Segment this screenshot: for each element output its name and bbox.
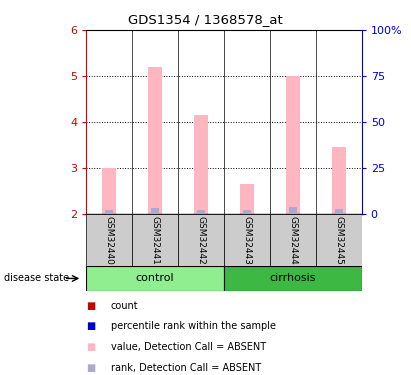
Bar bbox=[243, 210, 251, 214]
Bar bbox=[86, 214, 132, 266]
Bar bbox=[289, 207, 297, 214]
Text: ■: ■ bbox=[86, 301, 96, 310]
Bar bbox=[270, 214, 316, 266]
Bar bbox=[332, 147, 346, 214]
Bar bbox=[148, 67, 162, 214]
Text: GSM32443: GSM32443 bbox=[242, 216, 252, 264]
Text: cirrhosis: cirrhosis bbox=[270, 273, 316, 284]
Text: disease state: disease state bbox=[4, 273, 69, 284]
Bar bbox=[224, 266, 362, 291]
Text: GSM32442: GSM32442 bbox=[196, 216, 206, 264]
Text: rank, Detection Call = ABSENT: rank, Detection Call = ABSENT bbox=[111, 363, 261, 372]
Bar bbox=[197, 210, 205, 214]
Bar bbox=[316, 214, 362, 266]
Bar bbox=[102, 168, 116, 214]
Text: control: control bbox=[136, 273, 174, 284]
Bar bbox=[286, 76, 300, 214]
Text: GSM32440: GSM32440 bbox=[105, 216, 114, 264]
Bar bbox=[132, 214, 178, 266]
Bar bbox=[240, 184, 254, 214]
Text: GSM32441: GSM32441 bbox=[151, 216, 159, 264]
Text: ■: ■ bbox=[86, 342, 96, 352]
Bar bbox=[194, 115, 208, 214]
Text: ■: ■ bbox=[86, 363, 96, 372]
Bar bbox=[224, 214, 270, 266]
Text: GSM32445: GSM32445 bbox=[334, 216, 343, 264]
Text: count: count bbox=[111, 301, 139, 310]
Text: GSM32444: GSM32444 bbox=[289, 216, 297, 264]
Text: percentile rank within the sample: percentile rank within the sample bbox=[111, 321, 276, 331]
Text: ■: ■ bbox=[86, 321, 96, 331]
Bar bbox=[335, 209, 342, 214]
Bar bbox=[151, 208, 159, 214]
Bar bbox=[86, 266, 224, 291]
Text: value, Detection Call = ABSENT: value, Detection Call = ABSENT bbox=[111, 342, 266, 352]
Text: GDS1354 / 1368578_at: GDS1354 / 1368578_at bbox=[128, 13, 283, 26]
Bar bbox=[106, 210, 113, 214]
Bar bbox=[178, 214, 224, 266]
